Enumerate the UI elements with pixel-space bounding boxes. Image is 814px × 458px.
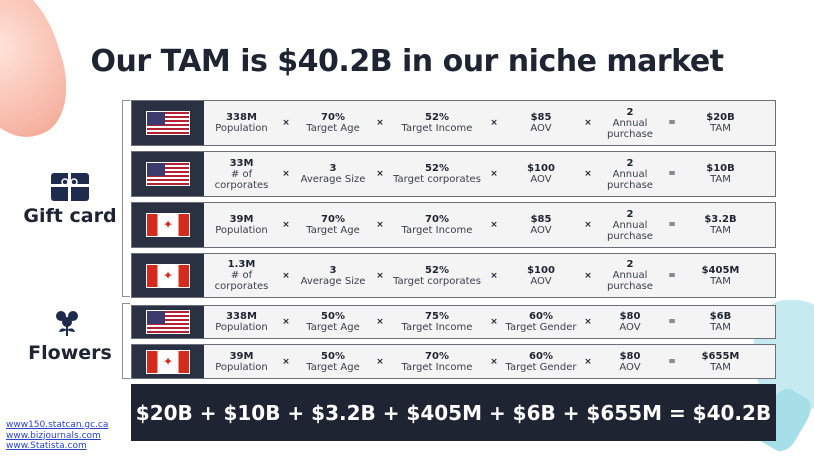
multiply-operator: × xyxy=(584,169,592,179)
factor-annual-purchase: 2 Annual purchase xyxy=(607,157,653,191)
sources-list: www150.statcan.gc.ca www.bizjournals.com… xyxy=(6,420,108,452)
tam-result: $3.2B TAM xyxy=(704,214,737,236)
canada-flag-icon: ✦ xyxy=(146,213,190,237)
factor-aov: $100 AOV xyxy=(527,163,555,185)
factor-aov: $80 AOV xyxy=(619,350,641,373)
multiply-operator: × xyxy=(376,317,384,327)
multiply-operator: × xyxy=(282,169,290,179)
multiply-operator: × xyxy=(376,220,384,230)
source-link-bizjournals[interactable]: www.bizjournals.com xyxy=(6,430,101,441)
us-flag-icon xyxy=(146,111,190,135)
equals-operator: = xyxy=(668,118,676,128)
equals-operator: = xyxy=(668,270,676,281)
tam-result: $10B TAM xyxy=(706,163,735,185)
tam-result: $6B TAM xyxy=(709,311,732,333)
source-link-statcan[interactable]: www150.statcan.gc.ca xyxy=(6,420,109,430)
factor-average-size: 3 Average Size xyxy=(300,163,366,185)
factor-population: 39M Population xyxy=(215,214,268,236)
equals-operator: = xyxy=(668,220,676,230)
multiply-operator: × xyxy=(490,118,498,128)
source-link-statista[interactable]: www.Statista.com xyxy=(6,441,87,451)
tam-result: $405M TAM xyxy=(701,264,740,287)
factor-target-age: 70% Target Age xyxy=(306,214,360,236)
factor-aov: $100 AOV xyxy=(527,264,555,287)
tam-result: $655M TAM xyxy=(701,350,740,373)
equals-operator: = xyxy=(668,356,676,367)
multiply-operator: × xyxy=(584,118,592,128)
multiply-operator: × xyxy=(584,317,592,327)
multiply-operator: × xyxy=(376,118,384,128)
factor-target-income: 75% Target Income xyxy=(401,311,473,333)
multiply-operator: × xyxy=(584,270,592,281)
factor-population: 39M Population xyxy=(215,350,268,373)
multiply-operator: × xyxy=(490,270,498,281)
equals-operator: = xyxy=(668,169,676,179)
factor-corporates: 1.3M # of corporates xyxy=(214,259,269,292)
flower-icon xyxy=(12,308,122,345)
multiply-operator: × xyxy=(584,356,592,367)
factor-aov: $85 AOV xyxy=(530,112,552,134)
total-tam-bar: $20B + $10B + $3.2B + $405M + $6B + $655… xyxy=(131,384,776,441)
equals-operator: = xyxy=(668,317,676,327)
multiply-operator: × xyxy=(282,118,290,128)
factor-aov: $80 AOV xyxy=(619,311,641,333)
factor-aov: $85 AOV xyxy=(530,214,552,236)
factor-annual-purchase: 2 Annual purchase xyxy=(607,259,653,292)
gift-card-icon xyxy=(15,172,125,209)
multiply-operator: × xyxy=(282,356,290,367)
multiply-operator: × xyxy=(376,356,384,367)
multiply-operator: × xyxy=(376,270,384,281)
canada-flag-icon: ✦ xyxy=(146,349,190,374)
multiply-operator: × xyxy=(282,317,290,327)
multiply-operator: × xyxy=(490,220,498,230)
factor-target-income: 70% Target Income xyxy=(401,350,473,373)
factor-target-gender: 60% Target Gender xyxy=(505,311,577,333)
multiply-operator: × xyxy=(584,220,592,230)
factor-target-corporates: 52% Target corporates xyxy=(393,264,481,287)
factor-annual-purchase: 2 Annual purchase xyxy=(607,208,653,242)
tam-row-us-corporates: 33M # of corporates × 3 Average Size × 52%… xyxy=(131,151,776,197)
factor-target-age: 50% Target Age xyxy=(306,350,360,373)
multiply-operator: × xyxy=(490,317,498,327)
multiply-operator: × xyxy=(282,270,290,281)
factor-target-age: 70% Target Age xyxy=(306,112,360,134)
multiply-operator: × xyxy=(490,169,498,179)
factor-target-gender: 60% Target Gender xyxy=(505,350,577,373)
factor-population: 338M Population xyxy=(215,311,268,333)
factor-target-corporates: 52% Target corporates xyxy=(393,163,481,185)
tam-result: $20B TAM xyxy=(706,112,735,134)
flowers-bracket xyxy=(122,303,130,379)
multiply-operator: × xyxy=(282,220,290,230)
multiply-operator: × xyxy=(490,356,498,367)
tam-row-us-flowers: 338M Population × 50% Target Age × 75% Targ… xyxy=(131,305,776,339)
tam-row-us-population: 338M Population × 70% Target Age × 52% Targ… xyxy=(131,100,776,146)
tam-row-ca-flowers: ✦ 39M Population × 50% Target Age × 70% Tar… xyxy=(131,344,776,379)
us-flag-icon xyxy=(146,162,190,186)
us-flag-icon xyxy=(146,310,190,334)
segment-label-gift-card: Gift card xyxy=(23,205,117,227)
gift-card-bracket xyxy=(122,100,130,297)
tam-row-ca-corporates: ✦ 1.3M # of corporates × 3 Average Size × … xyxy=(131,253,776,298)
tam-row-ca-population: ✦ 39M Population × 70% Target Age × 70% Tar… xyxy=(131,202,776,248)
factor-target-income: 52% Target Income xyxy=(401,112,473,134)
multiply-operator: × xyxy=(376,169,384,179)
segment-label-flowers: Flowers xyxy=(28,342,112,364)
factor-target-income: 70% Target Income xyxy=(401,214,473,236)
page-title: Our TAM is $40.2B in our niche market xyxy=(90,44,724,79)
factor-target-age: 50% Target Age xyxy=(306,311,360,333)
canada-flag-icon: ✦ xyxy=(146,263,190,288)
factor-average-size: 3 Average Size xyxy=(300,264,366,287)
factor-population: 338M Population xyxy=(215,112,268,134)
factor-annual-purchase: 2 Annual purchase xyxy=(607,106,653,140)
factor-corporates: 33M # of corporates xyxy=(214,157,269,191)
